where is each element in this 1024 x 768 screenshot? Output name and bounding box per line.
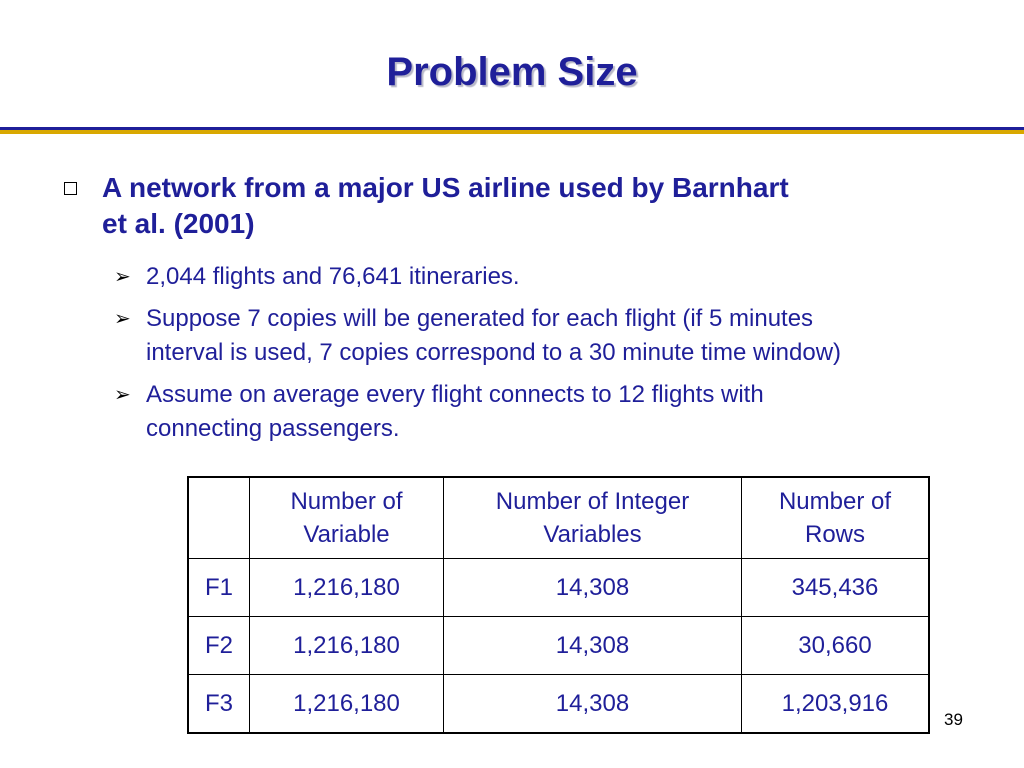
table-cell: 345,436 [741,558,930,617]
sub-bullet: ➢ 2,044 flights and 76,641 itineraries. [114,260,994,294]
header-text-line: Variable [303,521,390,548]
sub-bullet: ➢ Suppose 7 copies will be generated for… [114,302,994,370]
arrow-bullet-icon: ➢ [114,384,131,406]
table-header-cell: Number of Rows [741,476,930,559]
header-text-line: Variables [543,521,642,548]
slide-title: Problem Size [386,50,638,94]
sub-bullet-line-2: connecting passengers. [146,415,400,442]
table-cell: 1,203,916 [741,674,930,734]
sub-bullet-line-1: Assume on average every flight connects … [146,381,764,408]
table-header-cell: Number of Integer Variables [443,476,742,559]
title-divider-blue [0,127,1024,130]
table-header-cell: Number of Variable [249,476,444,559]
table-row: F1 1,216,180 14,308 345,436 [187,558,930,617]
header-text-line: Number of [290,488,403,515]
sub-bullet-line-1: Suppose 7 copies will be generated for e… [146,305,814,332]
main-bullet-line-2: et al. (2001) [102,208,255,239]
sub-bullet-line-2: interval is used, 7 copies correspond to… [146,339,842,366]
header-text-line: Number of [778,488,892,515]
table-cell: F3 [187,674,250,734]
table-cell: 14,308 [443,616,742,675]
header-text-line: Rows [804,521,865,548]
sub-bullet: ➢ Assume on average every flight connect… [114,378,994,446]
table-cell: F2 [187,616,250,675]
title-divider-gold [0,130,1024,134]
main-bullet-text: A network from a major US airline used b… [102,170,962,242]
table-cell: 1,216,180 [249,558,444,617]
table-row: F2 1,216,180 14,308 30,660 [187,616,930,675]
header-text-line: Number of Integer [495,488,690,515]
arrow-bullet-icon: ➢ [114,266,131,288]
table-cell: 1,216,180 [249,674,444,734]
main-bullet-line-1: A network from a major US airline used b… [102,172,789,203]
arrow-bullet-icon: ➢ [114,308,131,330]
table-cell: 14,308 [443,558,742,617]
page-number: 39 [944,710,963,729]
table-row: F3 1,216,180 14,308 1,203,916 [187,674,930,734]
table-cell: F1 [187,558,250,617]
table-header-row: Number of Variable Number of Integer Var… [187,476,930,559]
table-cell: 1,216,180 [249,616,444,675]
table-header-cell [187,476,250,559]
problem-size-table: Number of Variable Number of Integer Var… [187,476,930,734]
hollow-square-bullet-icon [64,182,77,195]
table-cell: 30,660 [741,616,930,675]
sub-bullet-line-1: 2,044 flights and 76,641 itineraries. [146,263,520,290]
table-cell: 14,308 [443,674,742,734]
